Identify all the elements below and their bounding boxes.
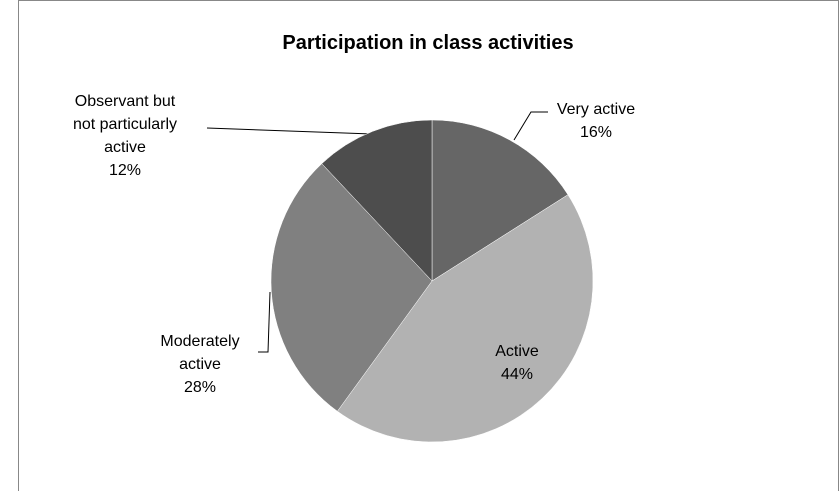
pie-slice	[321, 119, 433, 282]
value-label: 44%	[500, 366, 534, 383]
leader-line	[206, 127, 373, 135]
slice-label: Active 44%	[467, 340, 567, 386]
leader-line	[258, 291, 271, 353]
slice-label: Very active 16%	[546, 98, 646, 144]
value-label: 16%	[579, 124, 613, 141]
value-label: 28%	[183, 379, 217, 396]
category-label: Very active	[556, 101, 636, 118]
slice-label: Observant but not particularly active 12%	[66, 90, 184, 182]
value-label: 12%	[108, 162, 142, 179]
chart-title: Participation in class activities	[282, 32, 574, 54]
leader-line	[513, 111, 548, 141]
slice-label: Moderately active 28%	[150, 330, 250, 399]
category-label: Observant but not particularly active	[72, 93, 178, 156]
pie-slice	[337, 194, 594, 443]
pie-slice	[431, 119, 569, 282]
category-label: Active	[495, 343, 539, 360]
category-label: Moderately active	[160, 333, 240, 373]
pie-slice	[270, 163, 433, 412]
